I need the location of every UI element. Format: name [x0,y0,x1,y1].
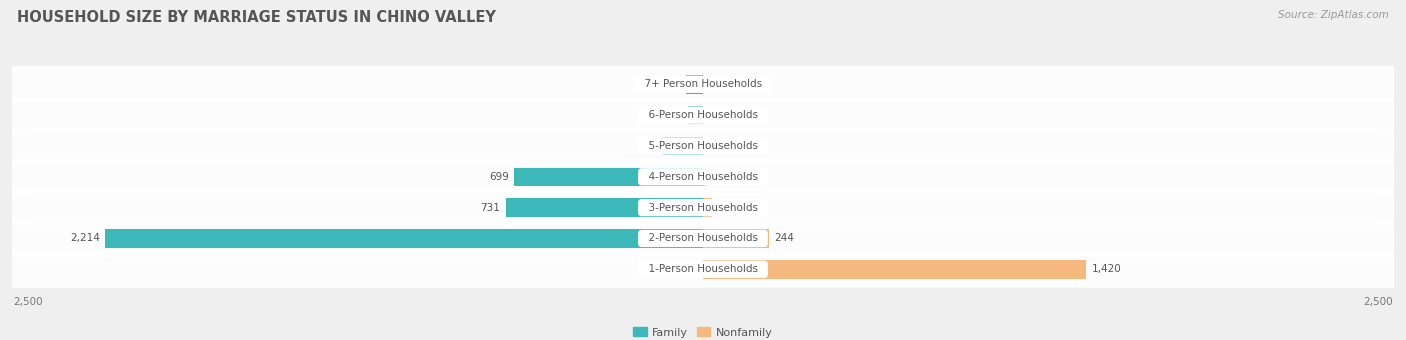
Text: 4-Person Households: 4-Person Households [641,172,765,182]
Text: 699: 699 [489,172,509,182]
Text: 0: 0 [709,79,714,89]
Text: 0: 0 [709,110,714,120]
Bar [515,168,703,186]
Text: 14: 14 [713,172,725,182]
Text: 1-Person Households: 1-Person Households [641,264,765,274]
Text: HOUSEHOLD SIZE BY MARRIAGE STATUS IN CHINO VALLEY: HOUSEHOLD SIZE BY MARRIAGE STATUS IN CHI… [17,10,496,25]
Text: 2,214: 2,214 [70,234,100,243]
Bar [662,137,703,155]
Text: 1,420: 1,420 [1091,264,1122,274]
Text: 7+ Person Households: 7+ Person Households [638,79,768,89]
Bar [703,260,1087,278]
Bar [703,198,713,217]
Text: 0: 0 [709,141,714,151]
Bar [703,229,769,248]
FancyBboxPatch shape [11,66,1395,103]
Text: Source: ZipAtlas.com: Source: ZipAtlas.com [1278,10,1389,20]
Bar [703,168,707,186]
Text: 34: 34 [717,203,731,212]
FancyBboxPatch shape [11,158,1395,195]
Text: 3-Person Households: 3-Person Households [641,203,765,212]
Text: 62: 62 [668,79,681,89]
Text: 2-Person Households: 2-Person Households [641,234,765,243]
FancyBboxPatch shape [11,251,1395,288]
FancyBboxPatch shape [11,220,1395,257]
Bar [105,229,703,248]
FancyBboxPatch shape [11,189,1395,226]
Text: 5-Person Households: 5-Person Households [641,141,765,151]
Text: 6-Person Households: 6-Person Households [641,110,765,120]
Bar [506,198,703,217]
Bar [686,75,703,94]
Bar [688,106,703,124]
FancyBboxPatch shape [11,128,1395,165]
Text: 149: 149 [637,141,658,151]
Legend: Family, Nonfamily: Family, Nonfamily [633,327,773,338]
Text: 731: 731 [481,203,501,212]
Text: 244: 244 [775,234,794,243]
FancyBboxPatch shape [11,97,1395,134]
Text: 57: 57 [669,110,682,120]
